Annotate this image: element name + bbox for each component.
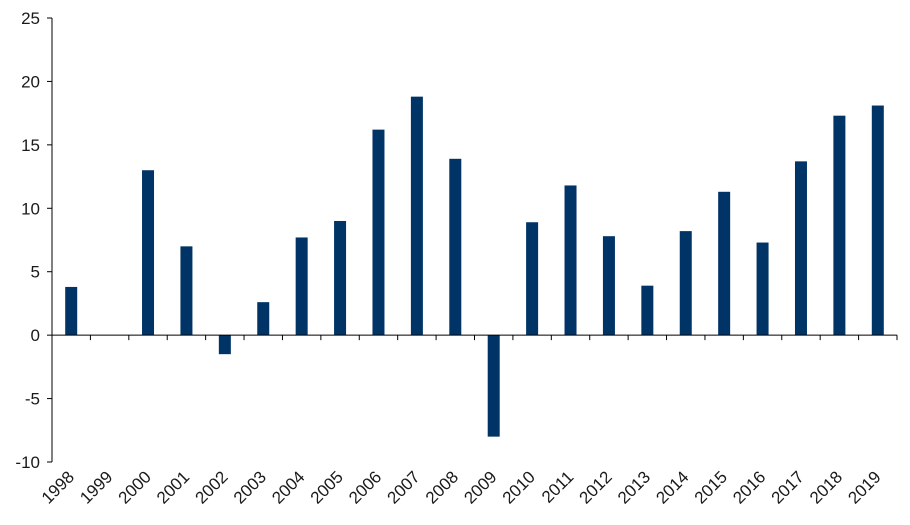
x-tick-label: 2012 bbox=[576, 467, 616, 507]
y-tick-label: -10 bbox=[15, 453, 40, 472]
x-tick-label: 2001 bbox=[153, 467, 193, 507]
bar-2011 bbox=[564, 185, 577, 336]
x-tick-label: 2011 bbox=[538, 467, 577, 506]
x-tick-label: 2018 bbox=[806, 467, 846, 507]
bar-2012 bbox=[602, 236, 615, 336]
x-tick-label: 2007 bbox=[384, 467, 424, 507]
bar-2016 bbox=[756, 242, 769, 336]
bar-2010 bbox=[526, 222, 539, 336]
x-tick-label: 1998 bbox=[38, 467, 78, 507]
x-tick-label: 1999 bbox=[76, 467, 116, 507]
bar-2008 bbox=[449, 158, 462, 336]
y-tick-label: 5 bbox=[31, 263, 40, 282]
y-axis: -10 -5 0 5 10 15 20 25 bbox=[15, 9, 53, 472]
bar-2018 bbox=[833, 115, 846, 336]
x-tick-label: 2019 bbox=[844, 467, 884, 507]
bar-2007 bbox=[410, 96, 423, 336]
bar-2009 bbox=[487, 335, 500, 437]
y-tick-label: 20 bbox=[21, 72, 40, 91]
bar-2003 bbox=[257, 302, 270, 336]
bar-2004 bbox=[295, 237, 308, 336]
bars bbox=[65, 96, 884, 437]
bar-2006 bbox=[372, 129, 385, 336]
x-tick-label: 2017 bbox=[768, 467, 808, 507]
x-tick-label: 2004 bbox=[268, 467, 308, 507]
y-tick-label: 25 bbox=[21, 9, 40, 28]
bar-1998 bbox=[65, 286, 78, 336]
bar-2000 bbox=[142, 170, 155, 336]
bar-2002 bbox=[218, 335, 231, 355]
x-axis: 1998199920002001200220032004200520062007… bbox=[38, 334, 898, 508]
bar-2019 bbox=[871, 105, 884, 336]
y-tick-label: -5 bbox=[25, 390, 40, 409]
x-tick-label: 2010 bbox=[499, 467, 539, 507]
x-tick-label: 2016 bbox=[729, 467, 769, 507]
x-tick-label: 2006 bbox=[345, 467, 385, 507]
x-tick-label: 2014 bbox=[652, 467, 692, 507]
y-tick-label: 15 bbox=[21, 136, 40, 155]
bar-2005 bbox=[334, 220, 347, 336]
x-tick-label: 2002 bbox=[191, 467, 231, 507]
x-tick-label: 2000 bbox=[115, 467, 155, 507]
x-tick-label: 2008 bbox=[422, 467, 462, 507]
bar-2001 bbox=[180, 246, 193, 336]
x-tick-label: 2005 bbox=[307, 467, 347, 507]
x-tick-label: 2003 bbox=[230, 467, 270, 507]
x-tick-label: 2013 bbox=[614, 467, 654, 507]
x-tick-label: 2015 bbox=[691, 467, 731, 507]
bar-2013 bbox=[641, 285, 654, 336]
y-tick-label: 10 bbox=[21, 199, 40, 218]
bar-2015 bbox=[718, 191, 731, 336]
x-tick-label: 2009 bbox=[460, 467, 500, 507]
bar-2017 bbox=[794, 161, 807, 336]
bar-2014 bbox=[679, 231, 692, 336]
y-tick-label: 0 bbox=[31, 326, 40, 345]
